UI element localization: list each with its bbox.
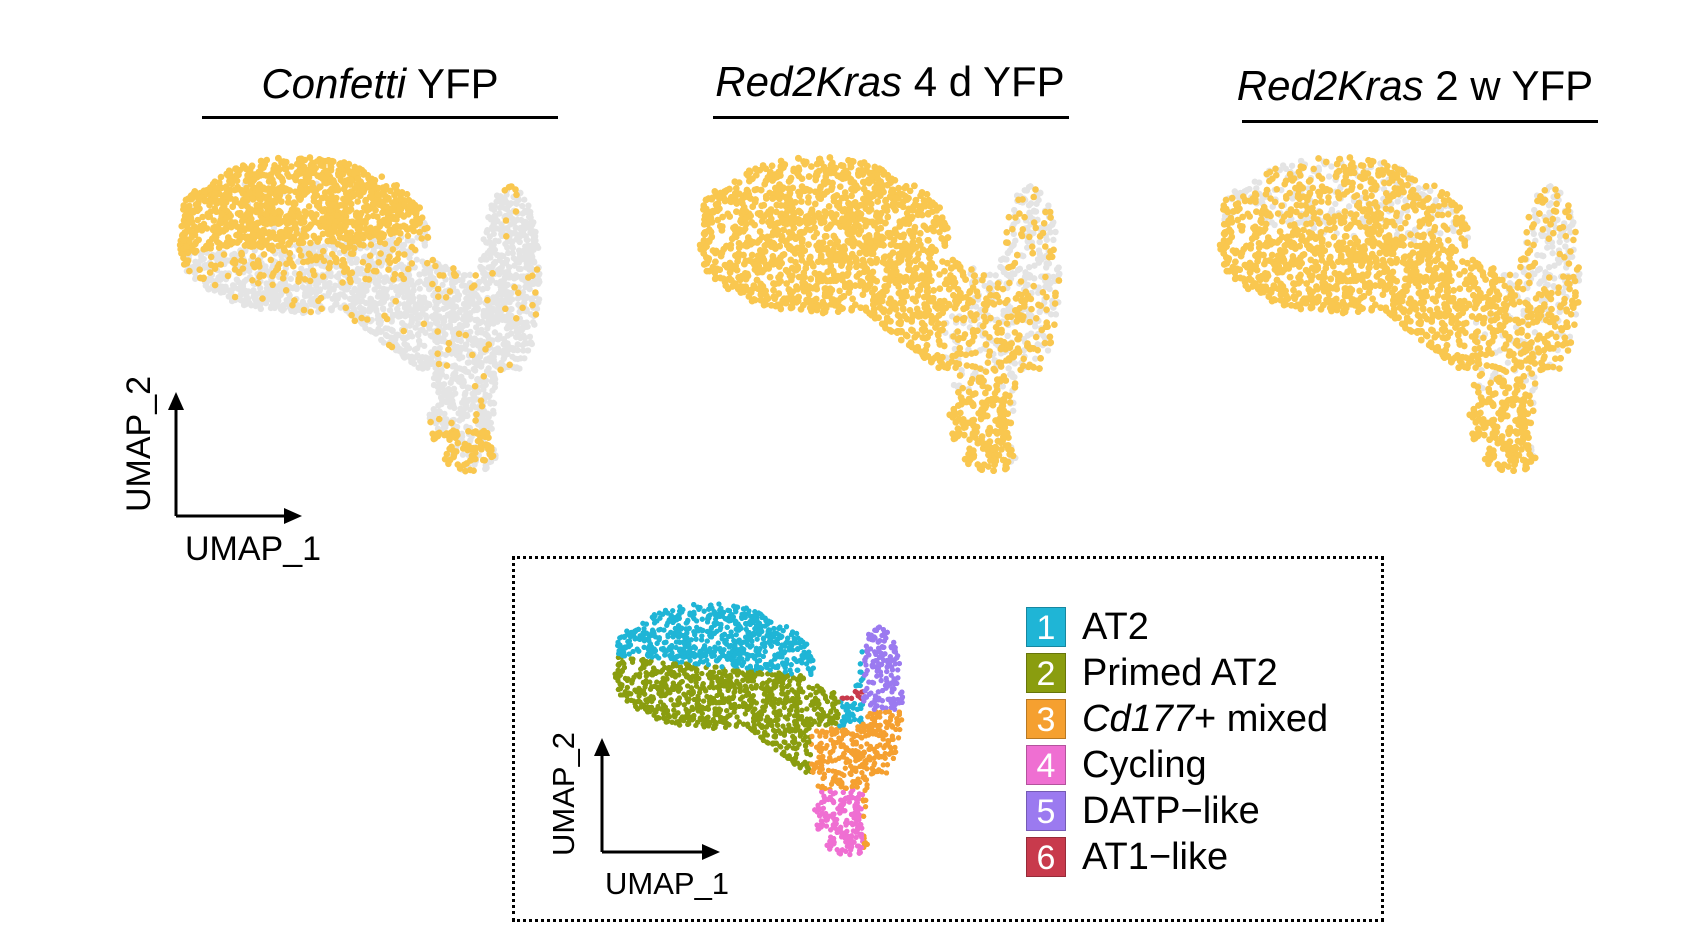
- umap-axis-arrows: [168, 392, 302, 524]
- x-axis-label: UMAP_1: [185, 530, 321, 569]
- legend-item-at1-like: 6 AT1−like: [1026, 834, 1328, 880]
- umap-plot-confetti: [176, 154, 543, 475]
- title-underline: [1242, 120, 1598, 123]
- legend-label: AT2: [1082, 606, 1149, 649]
- title-underline: [202, 116, 558, 119]
- y-axis-label: UMAP_2: [120, 376, 159, 512]
- title-underline: [713, 116, 1069, 119]
- legend-item-cd177-mixed: 3 Cd177+ mixed: [1026, 696, 1328, 742]
- cluster-legend-box: [512, 556, 1384, 922]
- panel-title-red2kras-4d: Red2Kras 4 d YFP: [680, 58, 1100, 106]
- cluster-legend: 1 AT2 2 Primed AT2 3 Cd177+ mixed 4 Cycl…: [1026, 604, 1328, 880]
- x-axis-label: UMAP_1: [605, 866, 729, 902]
- legend-label: Primed AT2: [1082, 652, 1278, 695]
- legend-swatch: 1: [1026, 607, 1066, 647]
- legend-item-datp-like: 5 DATP−like: [1026, 788, 1328, 834]
- legend-item-at2: 1 AT2: [1026, 604, 1328, 650]
- legend-label: Cycling: [1082, 744, 1207, 787]
- y-axis-label: UMAP_2: [546, 732, 582, 856]
- legend-label: DATP−like: [1082, 790, 1260, 833]
- panel-title-confetti: Confetti YFP: [200, 60, 560, 108]
- legend-item-cycling: 4 Cycling: [1026, 742, 1328, 788]
- umap-plot-red2kras-4d: [696, 154, 1063, 475]
- legend-swatch: 2: [1026, 653, 1066, 693]
- legend-swatch: 6: [1026, 837, 1066, 877]
- legend-swatch: 3: [1026, 699, 1066, 739]
- umap-plot-clusters: [612, 601, 906, 858]
- panel-title-red2kras-2w: Red2Kras 2 w YFP: [1205, 62, 1625, 110]
- legend-swatch: 5: [1026, 791, 1066, 831]
- umap-plot-red2kras-2w: [1216, 154, 1583, 475]
- legend-item-primed-at2: 2 Primed AT2: [1026, 650, 1328, 696]
- legend-label: Cd177+ mixed: [1082, 698, 1328, 741]
- legend-swatch: 4: [1026, 745, 1066, 785]
- legend-label: AT1−like: [1082, 836, 1228, 879]
- umap-axis-arrows: [594, 738, 720, 860]
